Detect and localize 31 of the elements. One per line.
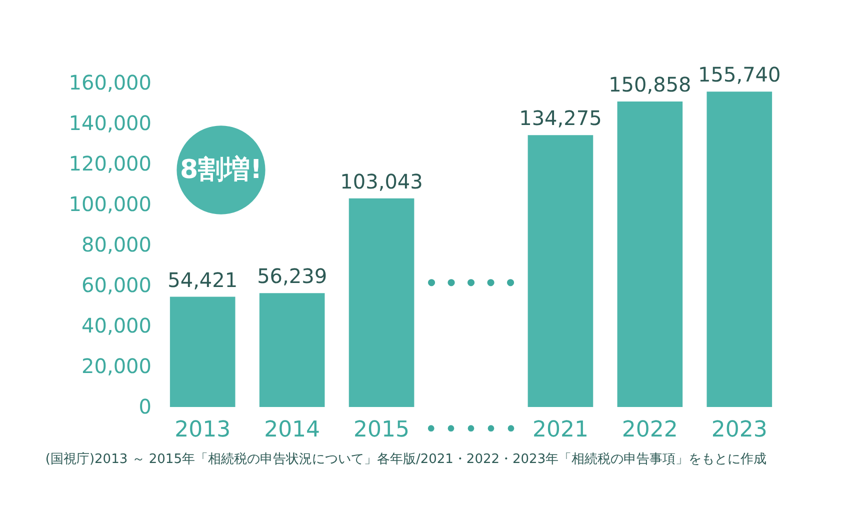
x-tick-label: 2021 — [532, 418, 588, 442]
y-tick-label: 60,000 — [82, 273, 152, 297]
y-tick-label: 0 — [138, 394, 152, 418]
y-tick-label: 160,000 — [68, 70, 152, 94]
data-label: 155,740 — [698, 62, 781, 87]
text: (国視庁)2013 ～ 2015年「相続税の申告状況について」各年版/2021・2022・2023年「相続税の申告事項」をもとに作成 — [45, 451, 767, 467]
bar — [706, 92, 772, 407]
bar — [259, 293, 325, 407]
bar — [617, 102, 683, 407]
data-label: 103,043 — [340, 169, 423, 194]
x-tick-label: 2022 — [622, 418, 678, 442]
data-label: 150,858 — [608, 72, 692, 97]
data-label: 54,421 — [168, 268, 238, 292]
y-tick-label: 80,000 — [82, 232, 152, 256]
x-tick-label: 2013 — [174, 418, 231, 442]
bar — [348, 198, 414, 407]
annotation: 8割増! — [180, 154, 262, 185]
data-label: 56,239 — [257, 264, 328, 288]
y-tick-label: 40,000 — [82, 314, 152, 338]
annotation: • • • • • — [425, 270, 517, 295]
bar — [528, 135, 594, 407]
x-tick-label: • • • • • — [424, 418, 518, 442]
y-tick-label: 100,000 — [68, 192, 152, 216]
bar — [170, 296, 236, 407]
y-tick-label: 20,000 — [82, 354, 152, 378]
x-tick-label: 2014 — [264, 418, 320, 442]
data-label: 134,275 — [519, 106, 602, 130]
x-tick-label: 2015 — [354, 418, 410, 442]
x-tick-label: 2023 — [711, 418, 768, 442]
y-tick-label: 140,000 — [68, 111, 152, 135]
y-tick-label: 120,000 — [68, 152, 152, 176]
